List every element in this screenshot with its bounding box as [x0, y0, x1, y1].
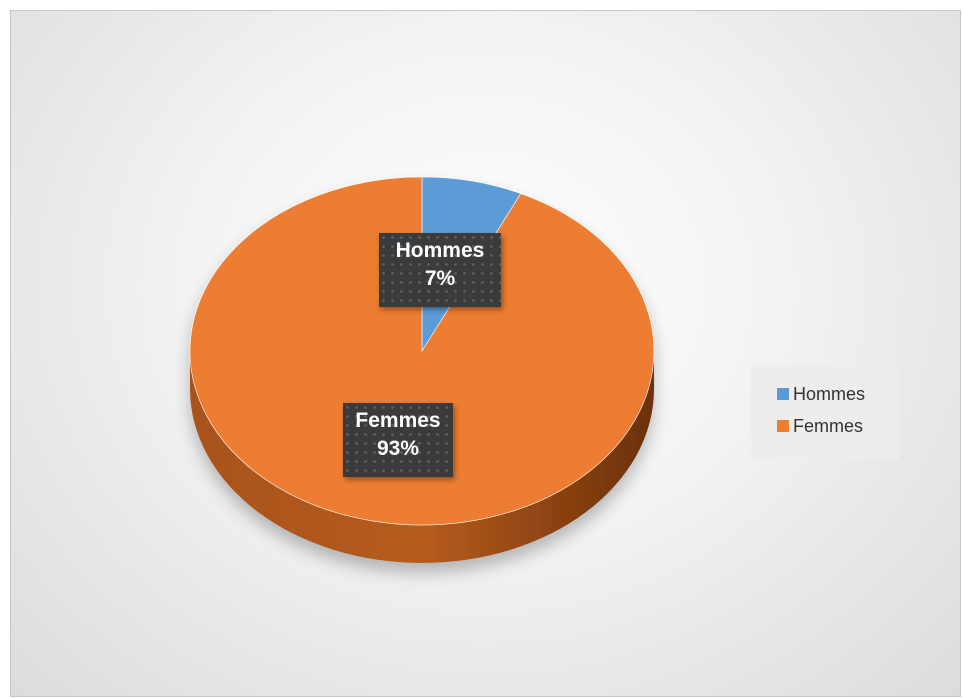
pie-chart — [189, 176, 655, 563]
legend-item-hommes: Hommes — [777, 379, 899, 409]
legend-swatch-hommes — [777, 388, 789, 400]
pie-slice-femmes — [189, 176, 655, 526]
pie-side-femmes — [190, 351, 654, 563]
legend-label-femmes: Femmes — [793, 415, 864, 436]
data-label-femmes-value: 93% — [376, 437, 420, 460]
legend-swatch-femmes — [777, 420, 789, 432]
chart-area: Hommes 7% Femmes 93% Hommes Femmes — [10, 10, 961, 697]
data-label-femmes-name: Femmes — [355, 409, 441, 432]
data-label-hommes-name: Hommes — [395, 239, 485, 262]
data-label-hommes: Hommes 7% — [379, 233, 501, 307]
legend-item-femmes: Femmes — [777, 411, 899, 441]
legend-label-hommes: Hommes — [793, 383, 866, 404]
data-label-femmes: Femmes 93% — [343, 403, 453, 477]
data-label-hommes-value: 7% — [424, 267, 456, 290]
legend: Hommes Femmes — [751, 365, 899, 459]
